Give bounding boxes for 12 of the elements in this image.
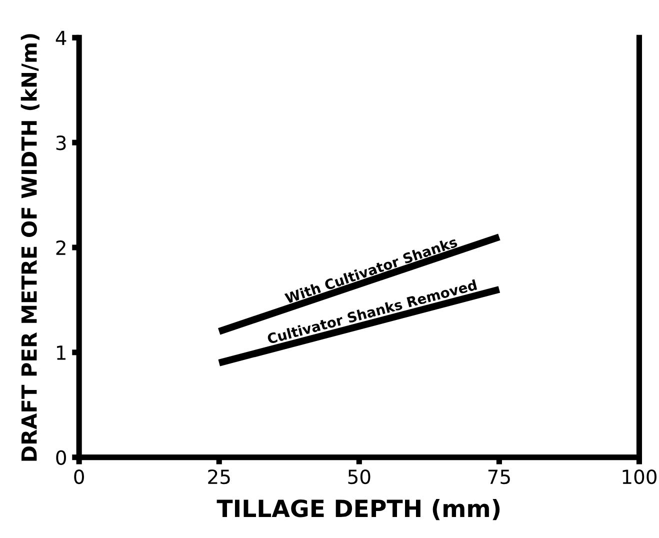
y-tick-label: 0	[56, 450, 66, 465]
y-tick-label: 1	[57, 346, 66, 360]
y-tick-label: 2	[56, 240, 66, 255]
y-tick-label: 4	[56, 30, 66, 46]
x-tick-label: 0	[74, 469, 84, 484]
x-axis-title: TILLAGE DEPTH (mm)	[216, 499, 500, 520]
x-tick-label: 25	[208, 469, 230, 484]
x-tick-label: 100	[622, 469, 656, 484]
x-tick-label: 50	[348, 469, 370, 484]
x-tick-label: 75	[488, 470, 510, 484]
y-axis-title: DRAFT PER METRE OF WIDTH (kN/m)	[20, 34, 40, 461]
y-tick-label: 3	[56, 136, 66, 150]
